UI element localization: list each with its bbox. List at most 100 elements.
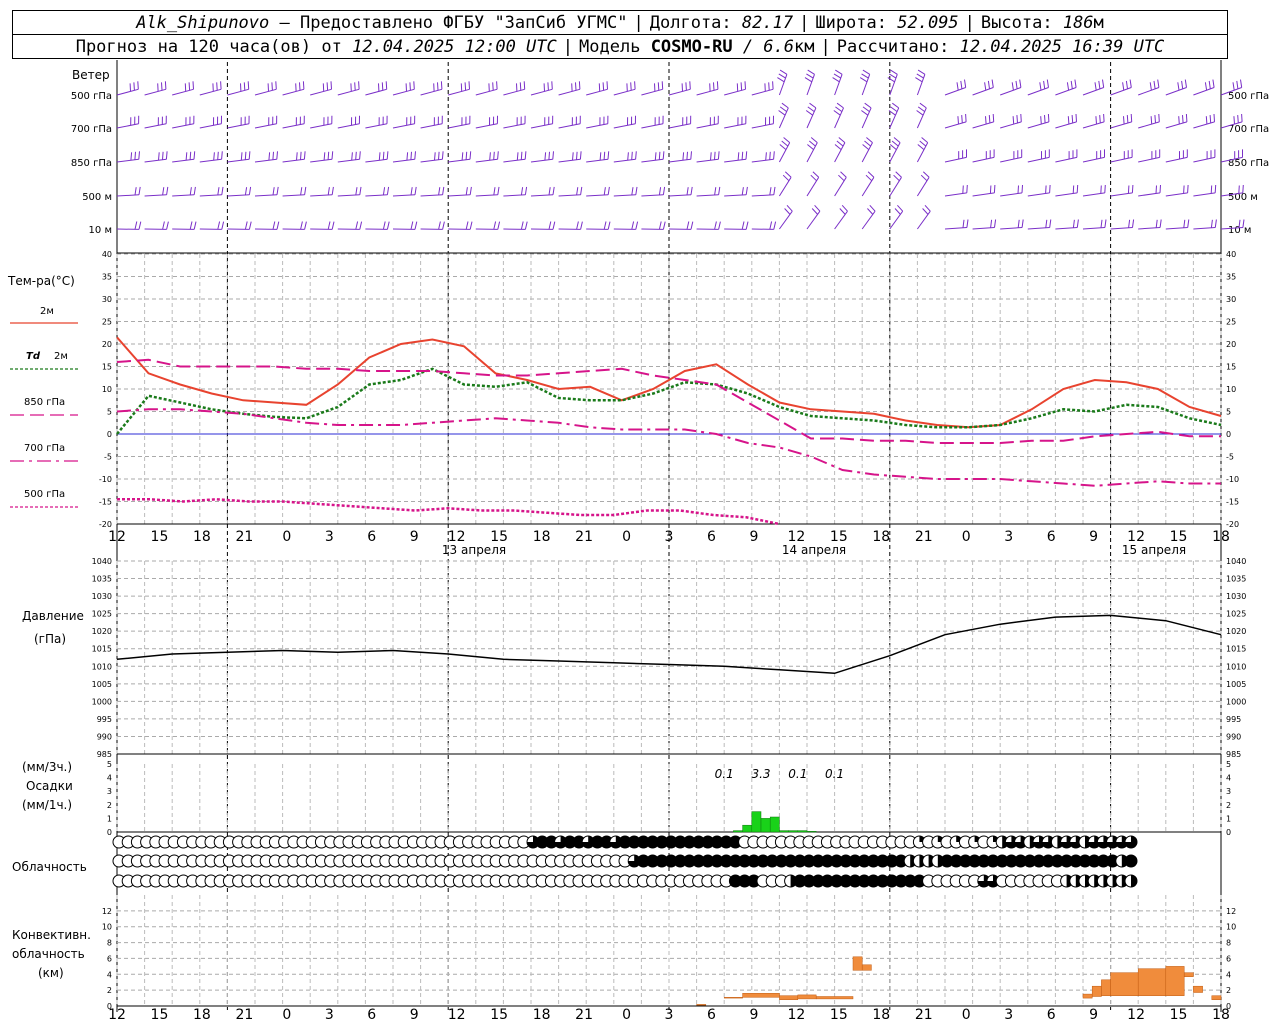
wind-barb-feather (244, 186, 252, 196)
wind-barb-feather (267, 81, 277, 92)
wind-barb-feather (520, 186, 528, 196)
bottom-xtick: 0 (622, 1007, 631, 1023)
wind-barb-feather (576, 186, 583, 196)
wind-barb-feather (378, 151, 389, 161)
wind-barb-feather (984, 79, 994, 91)
series-t500 (117, 498, 780, 526)
wind-barb-feather (804, 69, 815, 83)
temp-title: Тем-ра(°C) (8, 274, 75, 288)
conv-title-1: Конвективн. (12, 928, 91, 942)
wind-barb-feather (1150, 113, 1160, 125)
conv-ytick-right: 6 (1226, 954, 1231, 963)
wind-barb (172, 123, 194, 129)
wind-barb-feather (956, 79, 967, 91)
temp-xtick: 15 (490, 529, 508, 545)
wind-barb (337, 158, 360, 163)
temp-xtick: 0 (622, 529, 631, 545)
wind-barb (337, 123, 360, 129)
conv-cloud-bar (1101, 979, 1111, 996)
temp-xtick: 9 (749, 529, 758, 545)
wind-barb-feather (355, 221, 363, 230)
wind-barb-feather (894, 204, 904, 215)
lat-label: Широта: (815, 12, 887, 33)
wind-barb-feather (406, 115, 416, 126)
wind-barb (558, 194, 581, 197)
temp-xtick: 12 (448, 529, 466, 545)
wind-barb (420, 158, 443, 163)
wind-barb-feather (599, 151, 610, 161)
wind-barb (1138, 87, 1160, 96)
conv-cloud-bar (1211, 995, 1222, 1000)
precip-bar (797, 830, 808, 833)
pressure-ytick-right: 1025 (1226, 610, 1246, 619)
wind-barb-feather (544, 151, 554, 161)
wind-barb-feather (1183, 219, 1190, 228)
wind-barb-feather (244, 221, 252, 230)
wind-barb (558, 123, 581, 129)
wind-barb (861, 107, 872, 129)
temp-xtick: 12 (787, 529, 805, 545)
wind-level-label-left: 850 гПа (71, 158, 112, 169)
wind-barb (1082, 121, 1105, 129)
legend-t500: 500 гПа (24, 489, 66, 500)
temp-ytick-right: 25 (1226, 318, 1236, 327)
wind-barb (696, 88, 719, 96)
wind-barb (1000, 156, 1022, 163)
wind-barb (1138, 121, 1160, 129)
wind-level-label-left: 700 гПа (71, 124, 112, 135)
wind-barb (199, 194, 222, 197)
temp-ytick-left: -5 (104, 453, 112, 462)
wind-barb (227, 88, 249, 96)
wind-barb-feather (268, 151, 278, 161)
bottom-xtick: 9 (1089, 1007, 1098, 1023)
precip-3h-label: 3.3 (751, 767, 770, 781)
wind-barb-feather (433, 81, 443, 92)
temp-xtick: 15 (1170, 529, 1188, 545)
wind-barb (972, 192, 995, 197)
wind-barb (1138, 227, 1161, 230)
wind-barb (475, 194, 498, 197)
wind-barb-feather (189, 221, 197, 230)
conv-ytick-left: 6 (107, 954, 112, 963)
wind-barb (199, 88, 222, 96)
wind-barb-feather (272, 221, 280, 230)
forecast-label: Прогноз на 120 часа(ов) от (75, 36, 342, 57)
conv-ytick-left: 10 (102, 923, 112, 932)
wind-barb (475, 158, 498, 163)
wind-barb-feather (240, 115, 250, 126)
wind-barb-feather (957, 113, 967, 125)
cloud-fill-3q (1106, 836, 1119, 849)
wind-barb (778, 177, 792, 197)
temp-ytick-right: 15 (1226, 363, 1236, 372)
cloud-fill-3q (1060, 836, 1073, 849)
cloud-title: Облачность (12, 860, 87, 874)
precip-ytick-right: 4 (1226, 774, 1231, 783)
wind-barb-feather (516, 151, 527, 161)
wind-barb-feather (1095, 113, 1105, 125)
wind-barb-feather (240, 151, 251, 161)
cloud-fill-3q (1042, 836, 1055, 849)
bottom-xtick: 18 (872, 1007, 890, 1023)
wind-barb-feather (296, 151, 306, 161)
wind-barb-feather (162, 221, 169, 230)
wind-barb (724, 88, 746, 96)
wind-barb (116, 88, 139, 96)
wind-barb-feather (811, 204, 821, 215)
conv-cloud-bar (852, 956, 863, 971)
wind-barb (944, 192, 967, 197)
pressure-ytick-right: 1015 (1226, 645, 1246, 654)
wind-barb (861, 210, 876, 230)
wind-barb (668, 123, 691, 129)
header-line-2: Прогноз на 120 часа(ов) от 12.04.2025 12… (12, 34, 1228, 59)
wind-barb-feather (323, 115, 333, 126)
temp-xtick: 15 (151, 529, 169, 545)
wind-barb-feather (576, 221, 583, 230)
wind-barb-feather (990, 219, 997, 228)
wind-barb-feather (867, 204, 876, 215)
pressure-ytick-right: 1040 (1226, 557, 1246, 566)
wind-barb-feather (686, 186, 693, 196)
bottom-xtick: 0 (282, 1007, 291, 1023)
wind-barb-feather (915, 69, 926, 83)
wind-barb-feather (378, 115, 388, 126)
wind-barb-feather (1068, 149, 1078, 160)
